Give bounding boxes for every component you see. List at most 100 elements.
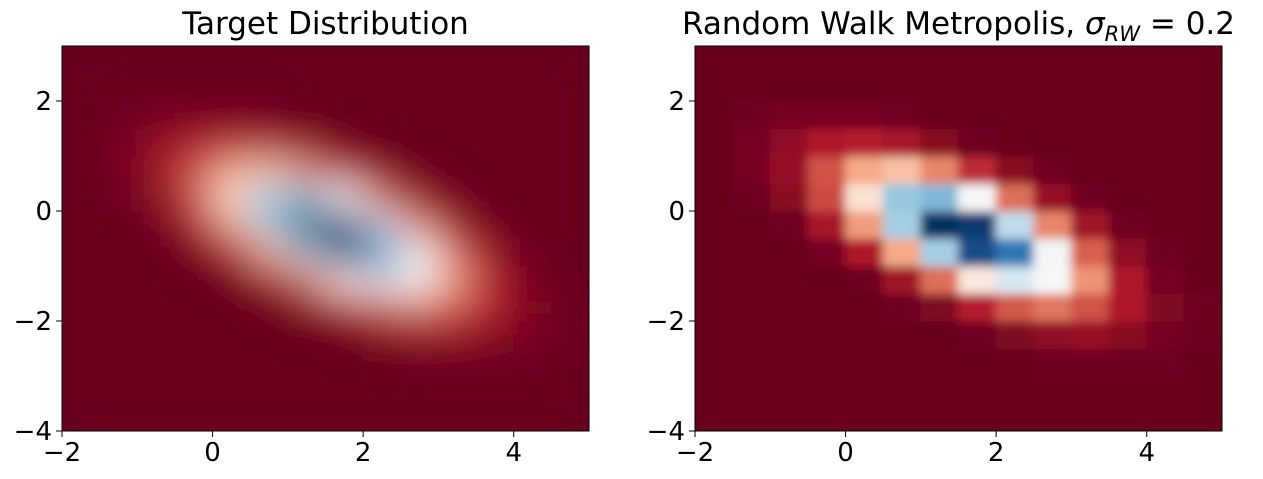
x-tick-label: −2 [676, 438, 714, 468]
heatmap-cell [1108, 210, 1148, 239]
heatmap-cell [920, 348, 959, 377]
heatmap-cell [550, 128, 589, 157]
heatmap-cell [475, 183, 515, 212]
heatmap-cell [1108, 375, 1148, 404]
heatmap-cell [769, 293, 809, 322]
heatmap-cell [1183, 183, 1222, 212]
heatmap-cell [287, 293, 326, 322]
heatmap-cell [325, 375, 364, 404]
heatmap-cell [995, 183, 1035, 212]
heatmap-cell [845, 155, 884, 184]
heatmap-cell [513, 293, 552, 322]
heatmap-cell [1183, 46, 1222, 74]
heatmap-cell [958, 210, 997, 239]
heatmap-cell [400, 155, 439, 184]
heatmap-cell [1146, 320, 1185, 349]
heatmap-cell [732, 375, 771, 404]
heatmap-cell [1033, 265, 1072, 294]
heatmap-cell [400, 403, 439, 431]
heatmap-cell [437, 73, 477, 102]
heatmap-cell [920, 46, 959, 74]
heatmap-cell [995, 403, 1035, 431]
chart-title: Target Distribution [181, 6, 469, 42]
heatmap-cell [174, 128, 214, 157]
plot-frame [61, 45, 590, 432]
title-text: Target Distribution [181, 6, 469, 42]
heatmap-cell [958, 348, 997, 377]
heatmap-cell [732, 403, 771, 431]
plot-frame [694, 45, 1223, 432]
heatmap-cell [550, 265, 589, 294]
heatmap-cell [437, 210, 477, 239]
heatmap-cell [325, 100, 364, 129]
heatmap-cell [845, 375, 884, 404]
heatmap-cell [958, 403, 997, 431]
heatmap-cell [400, 293, 439, 322]
heatmap-cell [400, 210, 439, 239]
heatmap-cell [174, 375, 214, 404]
heatmap-cell [99, 155, 138, 184]
heatmap-cell [732, 183, 771, 212]
heatmap-cell [845, 348, 884, 377]
heatmap-cell [475, 293, 515, 322]
heatmap-cell [732, 210, 771, 239]
heatmap-cell [882, 293, 922, 322]
heatmap-cell [62, 128, 101, 157]
heatmap-cell [732, 265, 771, 294]
heatmap-cell [513, 265, 552, 294]
heatmap-cell [695, 265, 734, 294]
heatmap-cell [475, 155, 515, 184]
heatmap-cell [882, 210, 922, 239]
heatmap-cell [920, 155, 959, 184]
heatmap-cell [550, 348, 589, 377]
heatmap-cell [1033, 238, 1072, 267]
heatmap-cell [845, 183, 884, 212]
heatmap-cell [437, 46, 477, 74]
heatmap-cell [845, 238, 884, 267]
heatmap-cell [695, 293, 734, 322]
heatmap-cell [732, 100, 771, 129]
heatmap-cell [174, 100, 214, 129]
heatmap-cell [1146, 155, 1185, 184]
heatmap-cell [174, 265, 214, 294]
heatmap-cell [62, 293, 101, 322]
heatmap-cell [1108, 320, 1148, 349]
heatmap-cell [400, 320, 439, 349]
heatmap-cell [550, 46, 589, 74]
heatmap-cell [475, 128, 515, 157]
heatmap-cell [212, 320, 251, 349]
heatmap-cell [400, 348, 439, 377]
x-tick-label: 2 [355, 438, 372, 468]
heatmap-cell [475, 320, 515, 349]
heatmap-cell [769, 238, 809, 267]
title-equation: = 0.2 [1140, 6, 1235, 42]
heatmap-cell [325, 183, 364, 212]
heatmap-cell [212, 375, 251, 404]
heatmap-cell [437, 238, 477, 267]
heatmap-cell [62, 238, 101, 267]
heatmap-cell [995, 210, 1035, 239]
heatmap-cell [1146, 238, 1185, 267]
heatmap-cell [136, 403, 176, 431]
heatmap-cell [550, 183, 589, 212]
heatmap-cell [695, 100, 734, 129]
heatmap-cell [362, 238, 402, 267]
heatmap-cell [136, 46, 176, 74]
heatmap-cell [99, 238, 138, 267]
heatmap-cell [174, 183, 214, 212]
heatmap-cell [475, 403, 515, 431]
heatmap-cell [62, 375, 101, 404]
heatmap-cell [958, 375, 997, 404]
heatmap-cell [1108, 265, 1148, 294]
heatmap-cell [920, 265, 959, 294]
heatmap-cell [1033, 293, 1072, 322]
heatmap-cell [807, 210, 847, 239]
heatmap-cell [99, 128, 138, 157]
heatmap-cell [732, 320, 771, 349]
heatmap-cell [550, 155, 589, 184]
heatmap-cell [958, 320, 997, 349]
heatmap-cell [1183, 155, 1222, 184]
heatmap-cell [362, 128, 402, 157]
heatmap-cell [920, 210, 959, 239]
heatmap-cell [62, 100, 101, 129]
